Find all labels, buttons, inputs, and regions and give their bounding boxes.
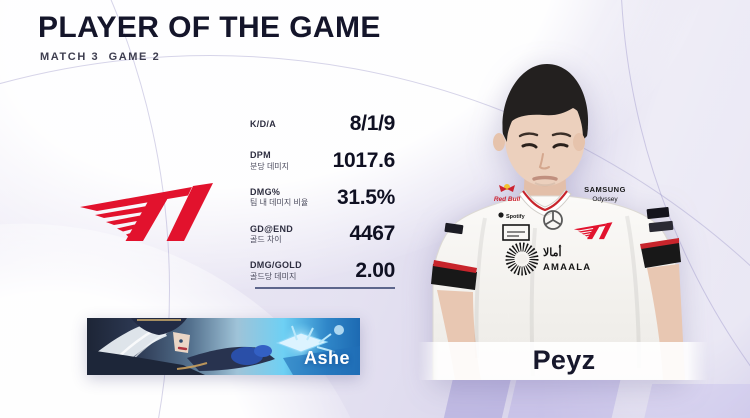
stat-label: K/D/A <box>250 118 276 129</box>
bg-glass-panel <box>643 384 750 418</box>
stat-row: DMG/GOLD 골드당 데미지 2.00 <box>250 253 395 290</box>
stat-labels: DMG% 팀 내 데미지 비율 <box>250 187 308 208</box>
stat-label: DMG% <box>250 187 281 198</box>
stat-row: DPM 분당 데미지 1017.6 <box>250 143 395 180</box>
stat-value: 2.00 <box>355 259 395 283</box>
spotify-label: Spotify <box>506 214 526 220</box>
page-title: PLAYER OF THE GAME <box>38 11 381 44</box>
bg-glass-panel <box>507 378 621 418</box>
player-name-band <box>418 342 708 380</box>
champion-splash-art <box>87 318 360 375</box>
samsung-label: SAMSUNG <box>584 185 626 194</box>
stat-value: 4467 <box>349 222 395 246</box>
amaala-label: AMAALA <box>543 262 591 273</box>
stat-row: GD@END 골드 차이 4467 <box>250 216 395 253</box>
stat-sublabel: 분당 데미지 <box>250 161 290 171</box>
sponsor-patch <box>502 224 530 241</box>
red-bull-bulls-icon <box>499 185 515 192</box>
stat-labels: DPM 분당 데미지 <box>250 150 289 171</box>
bg-glass-panel <box>443 380 511 418</box>
stat-label: GD@END <box>250 223 294 234</box>
red-bull-label: Red Bull <box>494 196 521 203</box>
stat-label: DPM <box>250 150 271 161</box>
stat-labels: GD@END 골드 차이 <box>250 224 293 245</box>
champion-banner: Ashe <box>87 318 360 375</box>
sleeve-patch <box>646 206 670 220</box>
stats-list: K/D/A 8/1/9 DPM 분당 데미지 1017.6 DMG% 팀 내 데미지 비율 3… <box>250 106 395 290</box>
t1-wing-logo <box>80 183 213 241</box>
team-logo-t1 <box>77 182 217 243</box>
match-game-label: MATCH 3 GAME 2 <box>40 51 161 63</box>
sleeve-patch <box>648 220 674 233</box>
right-sleeve-cuff <box>641 242 681 268</box>
jersey-sponsors: Red Bull SAMSUNG Odyssey Spotify أمالا A… <box>444 184 674 276</box>
stat-sublabel: 팀 내 데미지 비율 <box>250 198 309 208</box>
stat-value: 1017.6 <box>332 149 396 173</box>
stat-row: DMG% 팀 내 데미지 비율 31.5% <box>250 179 395 216</box>
sleeve-patch <box>444 222 464 235</box>
stat-value: 31.5% <box>336 185 395 209</box>
stat-sublabel: 골드당 데미지 <box>250 271 297 281</box>
stat-sublabel: 골드 차이 <box>250 235 282 245</box>
stat-row: K/D/A 8/1/9 <box>250 106 395 143</box>
mercedes-logo-icon <box>543 210 563 230</box>
player-photo: Red Bull SAMSUNG Odyssey Spotify أمالا A… <box>415 58 705 380</box>
player-name: Peyz <box>532 345 596 375</box>
amaala-sunburst-icon <box>505 242 539 276</box>
stat-labels: K/D/A <box>250 119 276 130</box>
stat-label: DMG/GOLD <box>250 260 302 271</box>
stat-value: 8/1/9 <box>349 112 396 136</box>
amaala-arabic-label: أمالا <box>543 245 562 259</box>
samsung-odyssey-label: Odyssey <box>592 196 618 203</box>
spotify-icon <box>498 212 504 218</box>
player-head <box>493 64 589 187</box>
stat-labels: DMG/GOLD 골드당 데미지 <box>250 260 302 281</box>
champion-name: Ashe <box>303 348 350 368</box>
stats-divider <box>255 287 395 289</box>
